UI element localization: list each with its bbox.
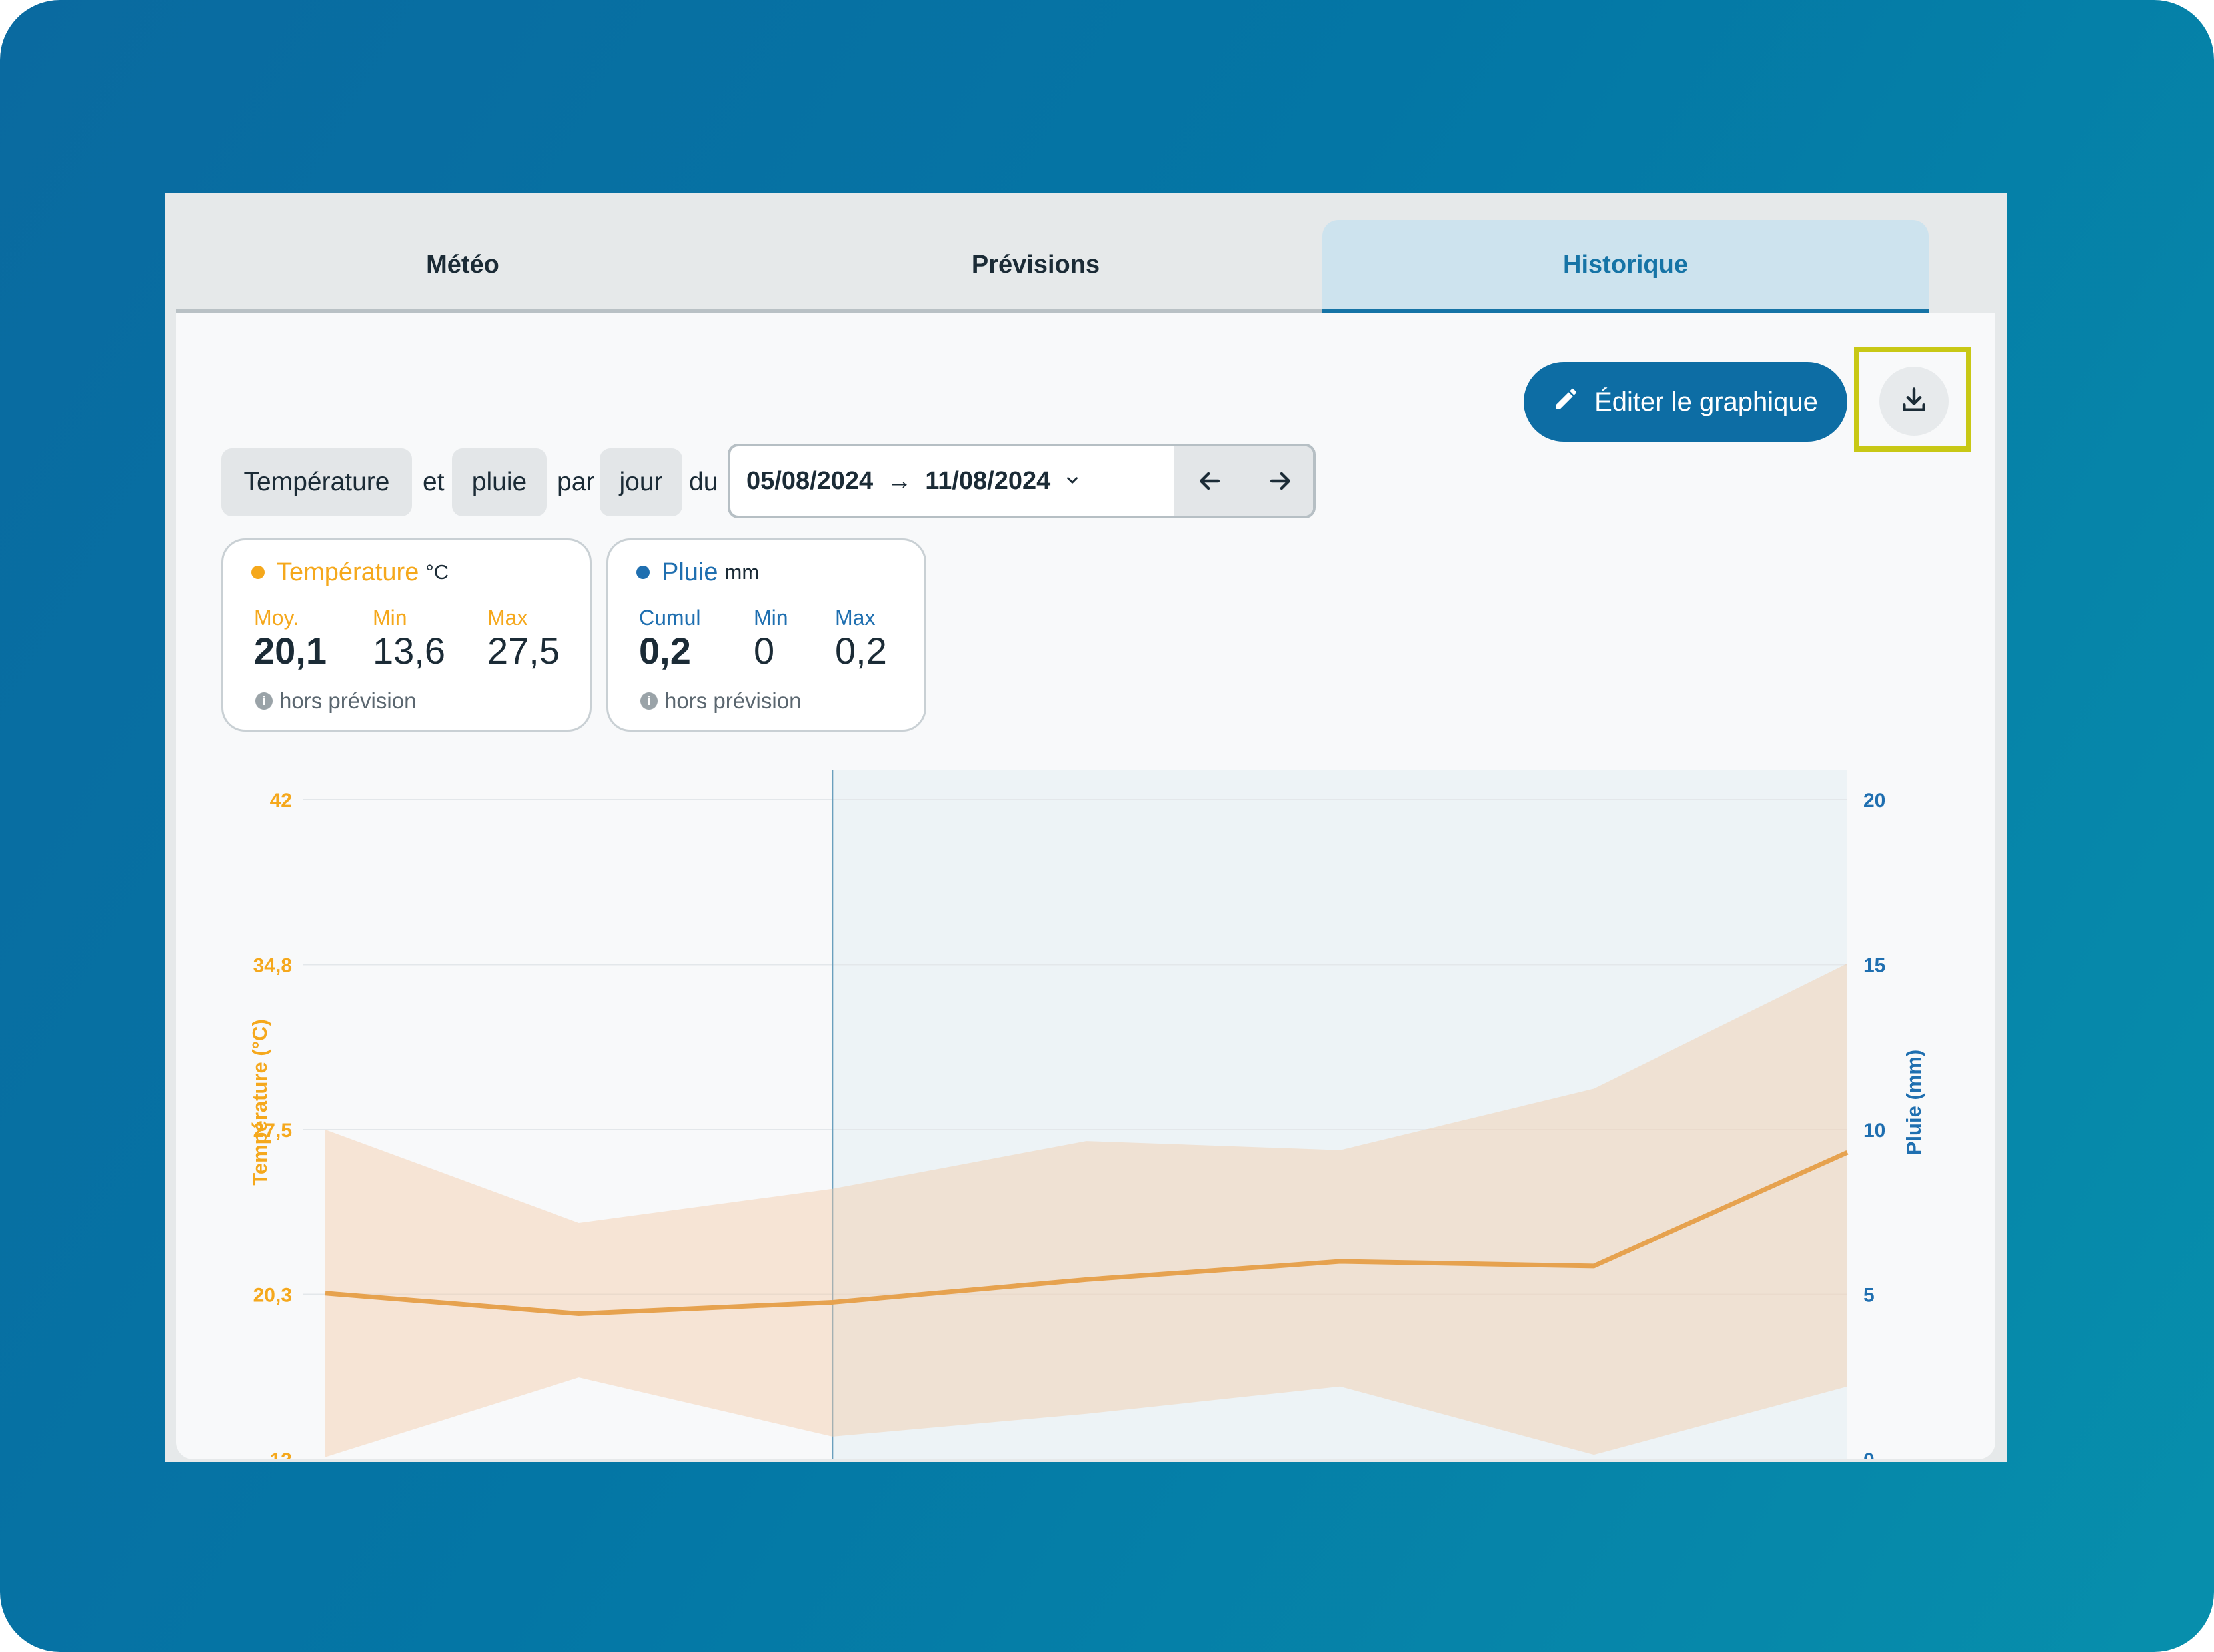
right-tick-label: 0: [1863, 1449, 1875, 1459]
left-axis-ticks: 42 34,8 27,5 20,3 13: [253, 790, 292, 1459]
rain-cumul-value: 0,2: [639, 630, 691, 672]
temperature-max-label: Max: [487, 606, 528, 630]
rain-dot-icon: [636, 566, 650, 579]
grid-lines: [303, 799, 1847, 1459]
temperature-card-title: Température °C: [251, 554, 449, 591]
temperature-avg: Moy. 20,1: [254, 606, 327, 672]
temperature-title: Température: [277, 558, 419, 586]
temperature-avg-value: 20,1: [254, 630, 327, 672]
left-tick-label: 34,8: [253, 955, 292, 977]
temperature-avg-label: Moy.: [254, 606, 299, 630]
rain-min-label: Min: [754, 606, 788, 630]
from-text: du: [689, 468, 718, 496]
date-range-toggle[interactable]: 05/08/2024 → 11/08/2024: [730, 446, 1174, 516]
left-tick-label: 27,5: [253, 1120, 292, 1142]
per-text: par: [557, 468, 595, 496]
rain-unit: mm: [724, 560, 760, 584]
left-axis-title: Température (°C): [248, 1019, 271, 1186]
right-axis-ticks: 20 15 10 5 0: [1863, 790, 1885, 1459]
measure2-selector[interactable]: pluie: [452, 448, 547, 516]
chevron-down-icon: [1064, 467, 1081, 496]
edit-chart-button[interactable]: Éditer le graphique: [1524, 362, 1847, 442]
tab-meteo[interactable]: Météo: [176, 220, 749, 313]
rain-max-value: 0,2: [835, 630, 887, 672]
temperature-unit: °C: [425, 560, 449, 584]
left-tick-label: 20,3: [253, 1285, 292, 1307]
period-navigation: [1174, 446, 1313, 516]
next-period-button[interactable]: [1245, 446, 1313, 516]
rain-cumul: Cumul 0,2: [639, 606, 700, 672]
download-icon: [1899, 385, 1929, 418]
rain-note: i hors prévision: [640, 688, 801, 714]
range-arrow: →: [886, 466, 912, 495]
rain-min-value: 0: [754, 630, 775, 672]
temperature-min-label: Min: [373, 606, 407, 630]
history-panel: Éditer le graphique Température et pluie…: [176, 313, 1995, 1459]
temperature-max: Max 27,5: [487, 606, 560, 672]
tab-previsions[interactable]: Prévisions: [749, 220, 1322, 313]
left-tick-label: 13: [270, 1449, 292, 1459]
conj-text: et: [423, 468, 445, 496]
info-icon: i: [255, 692, 273, 710]
temperature-note: i hors prévision: [255, 688, 416, 714]
end-date: 11/08/2024: [925, 466, 1051, 495]
download-button[interactable]: [1879, 367, 1949, 436]
rain-max-label: Max: [835, 606, 876, 630]
temperature-summary-card: Température °C Moy. 20,1 Min 13,6 Max 27…: [221, 538, 592, 732]
temperature-min-value: 13,6: [373, 630, 445, 672]
rain-summary-card: Pluie mm Cumul 0,2 Min 0 Max 0,2 i hor: [606, 538, 926, 732]
temperature-note-text: hors prévision: [279, 688, 417, 713]
start-date: 05/08/2024: [746, 466, 874, 495]
tab-bar: Météo Prévisions Historique: [176, 220, 1995, 313]
temperature-dot-icon: [251, 566, 265, 579]
history-chart: 42 34,8 27,5 20,3 13 20 15 10 5 0 Température (°…: [248, 770, 1925, 1459]
arrow-right-icon: [1270, 472, 1291, 490]
left-tick-label: 42: [270, 790, 292, 812]
temperature-band: [325, 963, 1847, 1457]
rain-max: Max 0,2: [835, 606, 887, 672]
right-tick-label: 10: [1863, 1120, 1885, 1142]
date-range-picker: 05/08/2024 → 11/08/2024: [728, 444, 1316, 518]
rain-note-text: hors prévision: [664, 688, 802, 713]
download-highlight: [1854, 347, 1971, 452]
measure1-selector[interactable]: Température: [221, 448, 412, 516]
temperature-line: [325, 1150, 1849, 1317]
rain-title: Pluie: [662, 558, 718, 586]
edit-chart-label: Éditer le graphique: [1594, 387, 1818, 416]
app-screenshot: Météo Prévisions Historique Éditer le gr…: [165, 193, 2007, 1462]
arrow-left-icon: [1199, 472, 1220, 490]
temperature-min: Min 13,6: [373, 606, 445, 672]
temperature-max-value: 27,5: [487, 630, 560, 672]
rain-cumul-label: Cumul: [639, 606, 701, 630]
granularity-selector[interactable]: jour: [600, 448, 682, 516]
forecast-zone: [832, 770, 1847, 1459]
right-tick-label: 15: [1863, 955, 1885, 977]
rain-min: Min 0: [754, 606, 788, 672]
previous-period-button[interactable]: [1174, 446, 1245, 516]
right-axis-title: Pluie (mm): [1902, 1050, 1925, 1155]
right-tick-label: 20: [1863, 790, 1885, 812]
rain-card-title: Pluie mm: [636, 554, 759, 591]
pencil-icon: [1553, 385, 1580, 418]
right-tick-label: 5: [1863, 1285, 1875, 1307]
tab-historique[interactable]: Historique: [1322, 220, 1929, 313]
info-icon: i: [640, 692, 658, 710]
